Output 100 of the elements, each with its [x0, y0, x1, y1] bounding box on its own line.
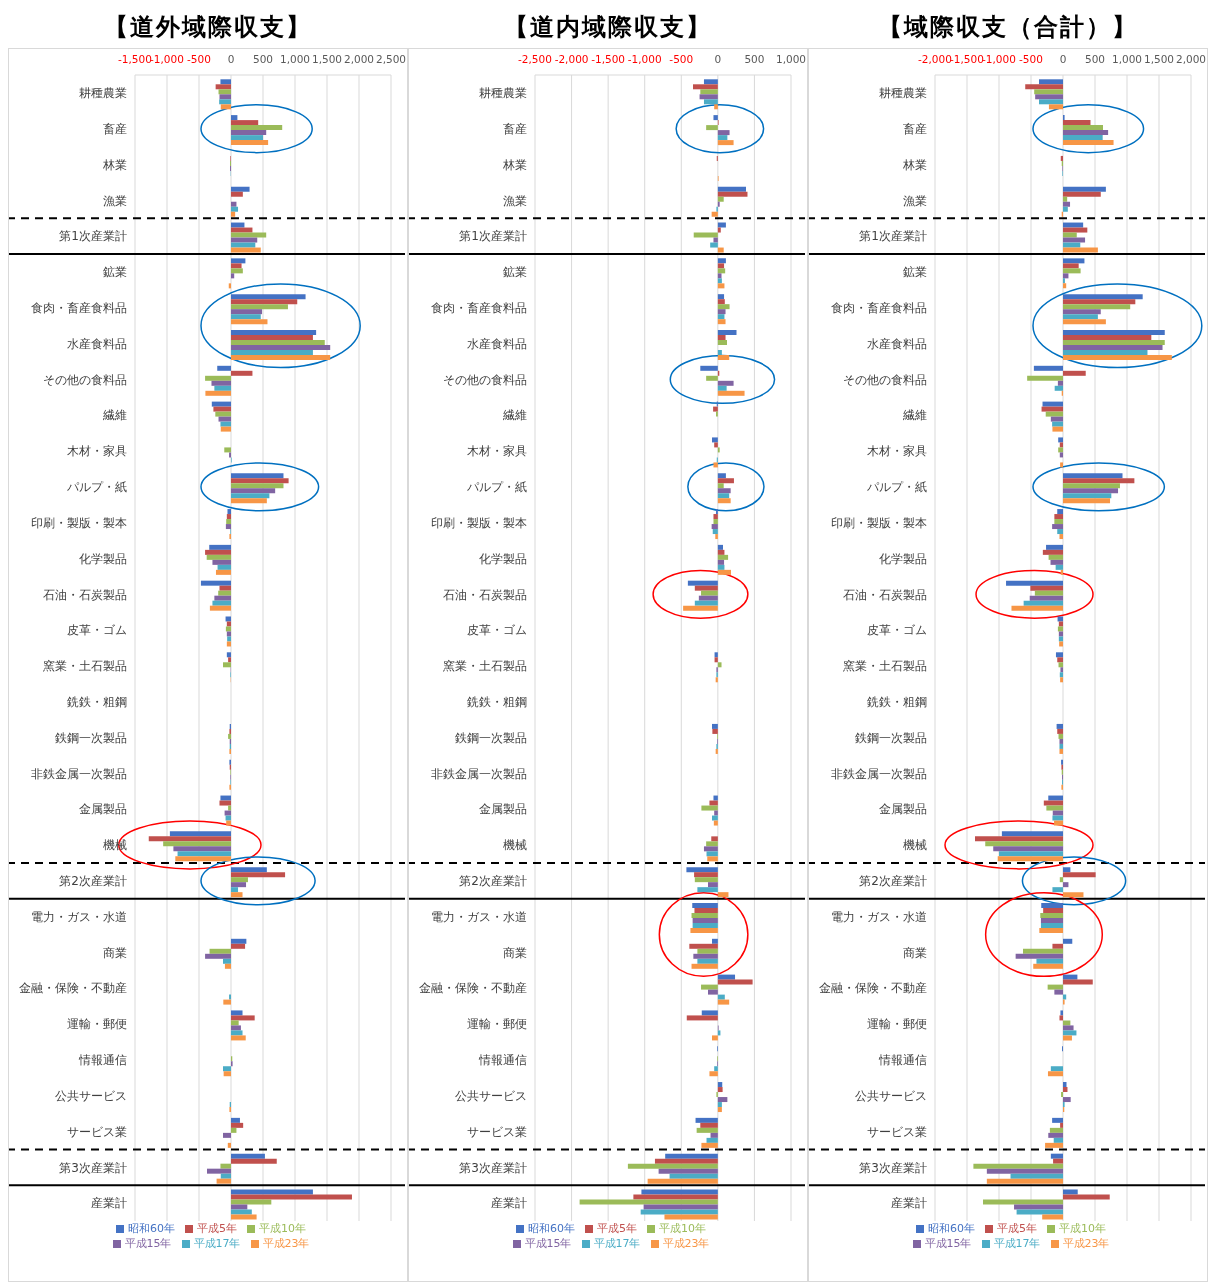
bar: [706, 1137, 718, 1143]
chart-title: 【道内域際収支】: [409, 9, 807, 45]
y-tick-label: 印刷・製版・製本: [31, 515, 127, 530]
y-tick-label: 商業: [103, 945, 127, 960]
bar: [717, 299, 725, 305]
bar: [231, 1194, 352, 1200]
bar: [717, 549, 725, 555]
bar: [717, 135, 728, 141]
y-tick-label: 鉱業: [503, 265, 527, 280]
y-tick-label: 金融・保険・不動産: [19, 981, 127, 996]
bar: [231, 339, 325, 345]
bar: [1042, 1214, 1063, 1220]
bar: [1048, 795, 1063, 801]
x-tick-label: 1,000: [279, 53, 311, 65]
bar: [228, 283, 231, 289]
bar: [220, 1163, 231, 1169]
bar: [220, 795, 231, 801]
bar: [1034, 590, 1063, 596]
legend-label: 平成5年: [597, 1222, 637, 1235]
legend-label: 平成10年: [1059, 1222, 1106, 1235]
x-tick-label: 1,000: [775, 53, 807, 65]
bar: [717, 309, 726, 315]
bar: [231, 211, 236, 217]
x-tick-label: 0: [227, 53, 235, 65]
bar: [177, 851, 231, 857]
y-tick-label: 情報通信: [478, 1053, 527, 1068]
bar: [205, 375, 231, 381]
bar: [711, 524, 718, 530]
legend-label: 平成23年: [1062, 1237, 1110, 1250]
bar: [231, 1127, 237, 1133]
bar: [220, 1173, 231, 1179]
bar: [227, 636, 231, 642]
bar: [212, 600, 231, 606]
bar: [700, 89, 718, 95]
bar: [692, 902, 718, 908]
bar: [692, 917, 718, 923]
y-tick-label: 皮革・ゴム: [67, 623, 127, 638]
bar: [710, 242, 718, 248]
bar: [223, 1066, 231, 1072]
y-tick-label: 石油・石炭製品: [843, 587, 927, 602]
y-tick-label: 第1次産業計: [859, 229, 927, 244]
bar: [220, 421, 231, 427]
y-tick-label: 窯業・土石製品: [843, 659, 927, 674]
bar: [579, 1199, 718, 1205]
y-tick-label: 窯業・土石製品: [43, 659, 127, 674]
y-tick-label: 繊維: [102, 408, 127, 423]
y-tick-label: 繊維: [502, 408, 527, 423]
bar: [1063, 892, 1084, 898]
bar: [1033, 963, 1063, 969]
bar: [1063, 247, 1098, 253]
bar: [225, 815, 231, 821]
bar: [683, 605, 718, 611]
bar: [717, 334, 726, 340]
bar: [231, 1035, 246, 1041]
bar: [231, 120, 259, 126]
bar: [713, 795, 718, 801]
bar: [231, 1030, 243, 1036]
x-tick-label: 2,000: [1175, 53, 1207, 65]
bar: [692, 922, 718, 928]
y-tick-label: パルプ・紙: [866, 480, 927, 495]
y-tick-label: 非鉄金属一次製品: [431, 766, 527, 781]
y-tick-label: 非鉄金属一次製品: [831, 766, 927, 781]
bar: [1063, 349, 1148, 355]
bar: [717, 130, 730, 136]
bar: [717, 186, 747, 192]
bar: [717, 247, 724, 253]
bar: [707, 989, 718, 995]
y-tick-label: 産業計: [891, 1196, 927, 1211]
bar: [717, 979, 753, 985]
bar: [231, 130, 267, 136]
bar: [712, 529, 718, 535]
bar: [1058, 437, 1063, 443]
bar: [231, 237, 258, 243]
y-tick-label: 運輸・郵便: [67, 1017, 127, 1032]
x-tick-label: 0: [1059, 53, 1067, 65]
y-tick-label: 木材・家具: [467, 444, 527, 459]
bar: [1059, 641, 1063, 647]
bar: [714, 652, 718, 658]
bar: [1063, 478, 1135, 484]
y-tick-label: 電力・ガス・水道: [31, 909, 127, 924]
y-tick-label: 化学製品: [879, 551, 927, 566]
bar: [643, 1204, 718, 1210]
bar: [1059, 452, 1063, 458]
y-tick-label: 金融・保険・不動産: [419, 981, 527, 996]
bar: [231, 263, 242, 269]
bar: [1063, 872, 1096, 878]
y-tick-label: 第2次産業計: [859, 874, 927, 889]
y-tick-label: 食肉・畜産食料品: [431, 301, 527, 316]
bar: [231, 1214, 257, 1220]
bar: [1063, 268, 1081, 274]
bar: [231, 1189, 313, 1195]
bar: [220, 426, 231, 432]
bar: [1058, 662, 1063, 668]
y-tick-label: 皮革・ゴム: [867, 623, 927, 638]
y-tick-label: 皮革・ゴム: [467, 623, 527, 638]
y-tick-label: 機械: [503, 838, 527, 853]
bar: [717, 483, 724, 489]
y-tick-label: 産業計: [491, 1196, 527, 1211]
bar: [209, 544, 231, 550]
bar: [1011, 605, 1063, 611]
